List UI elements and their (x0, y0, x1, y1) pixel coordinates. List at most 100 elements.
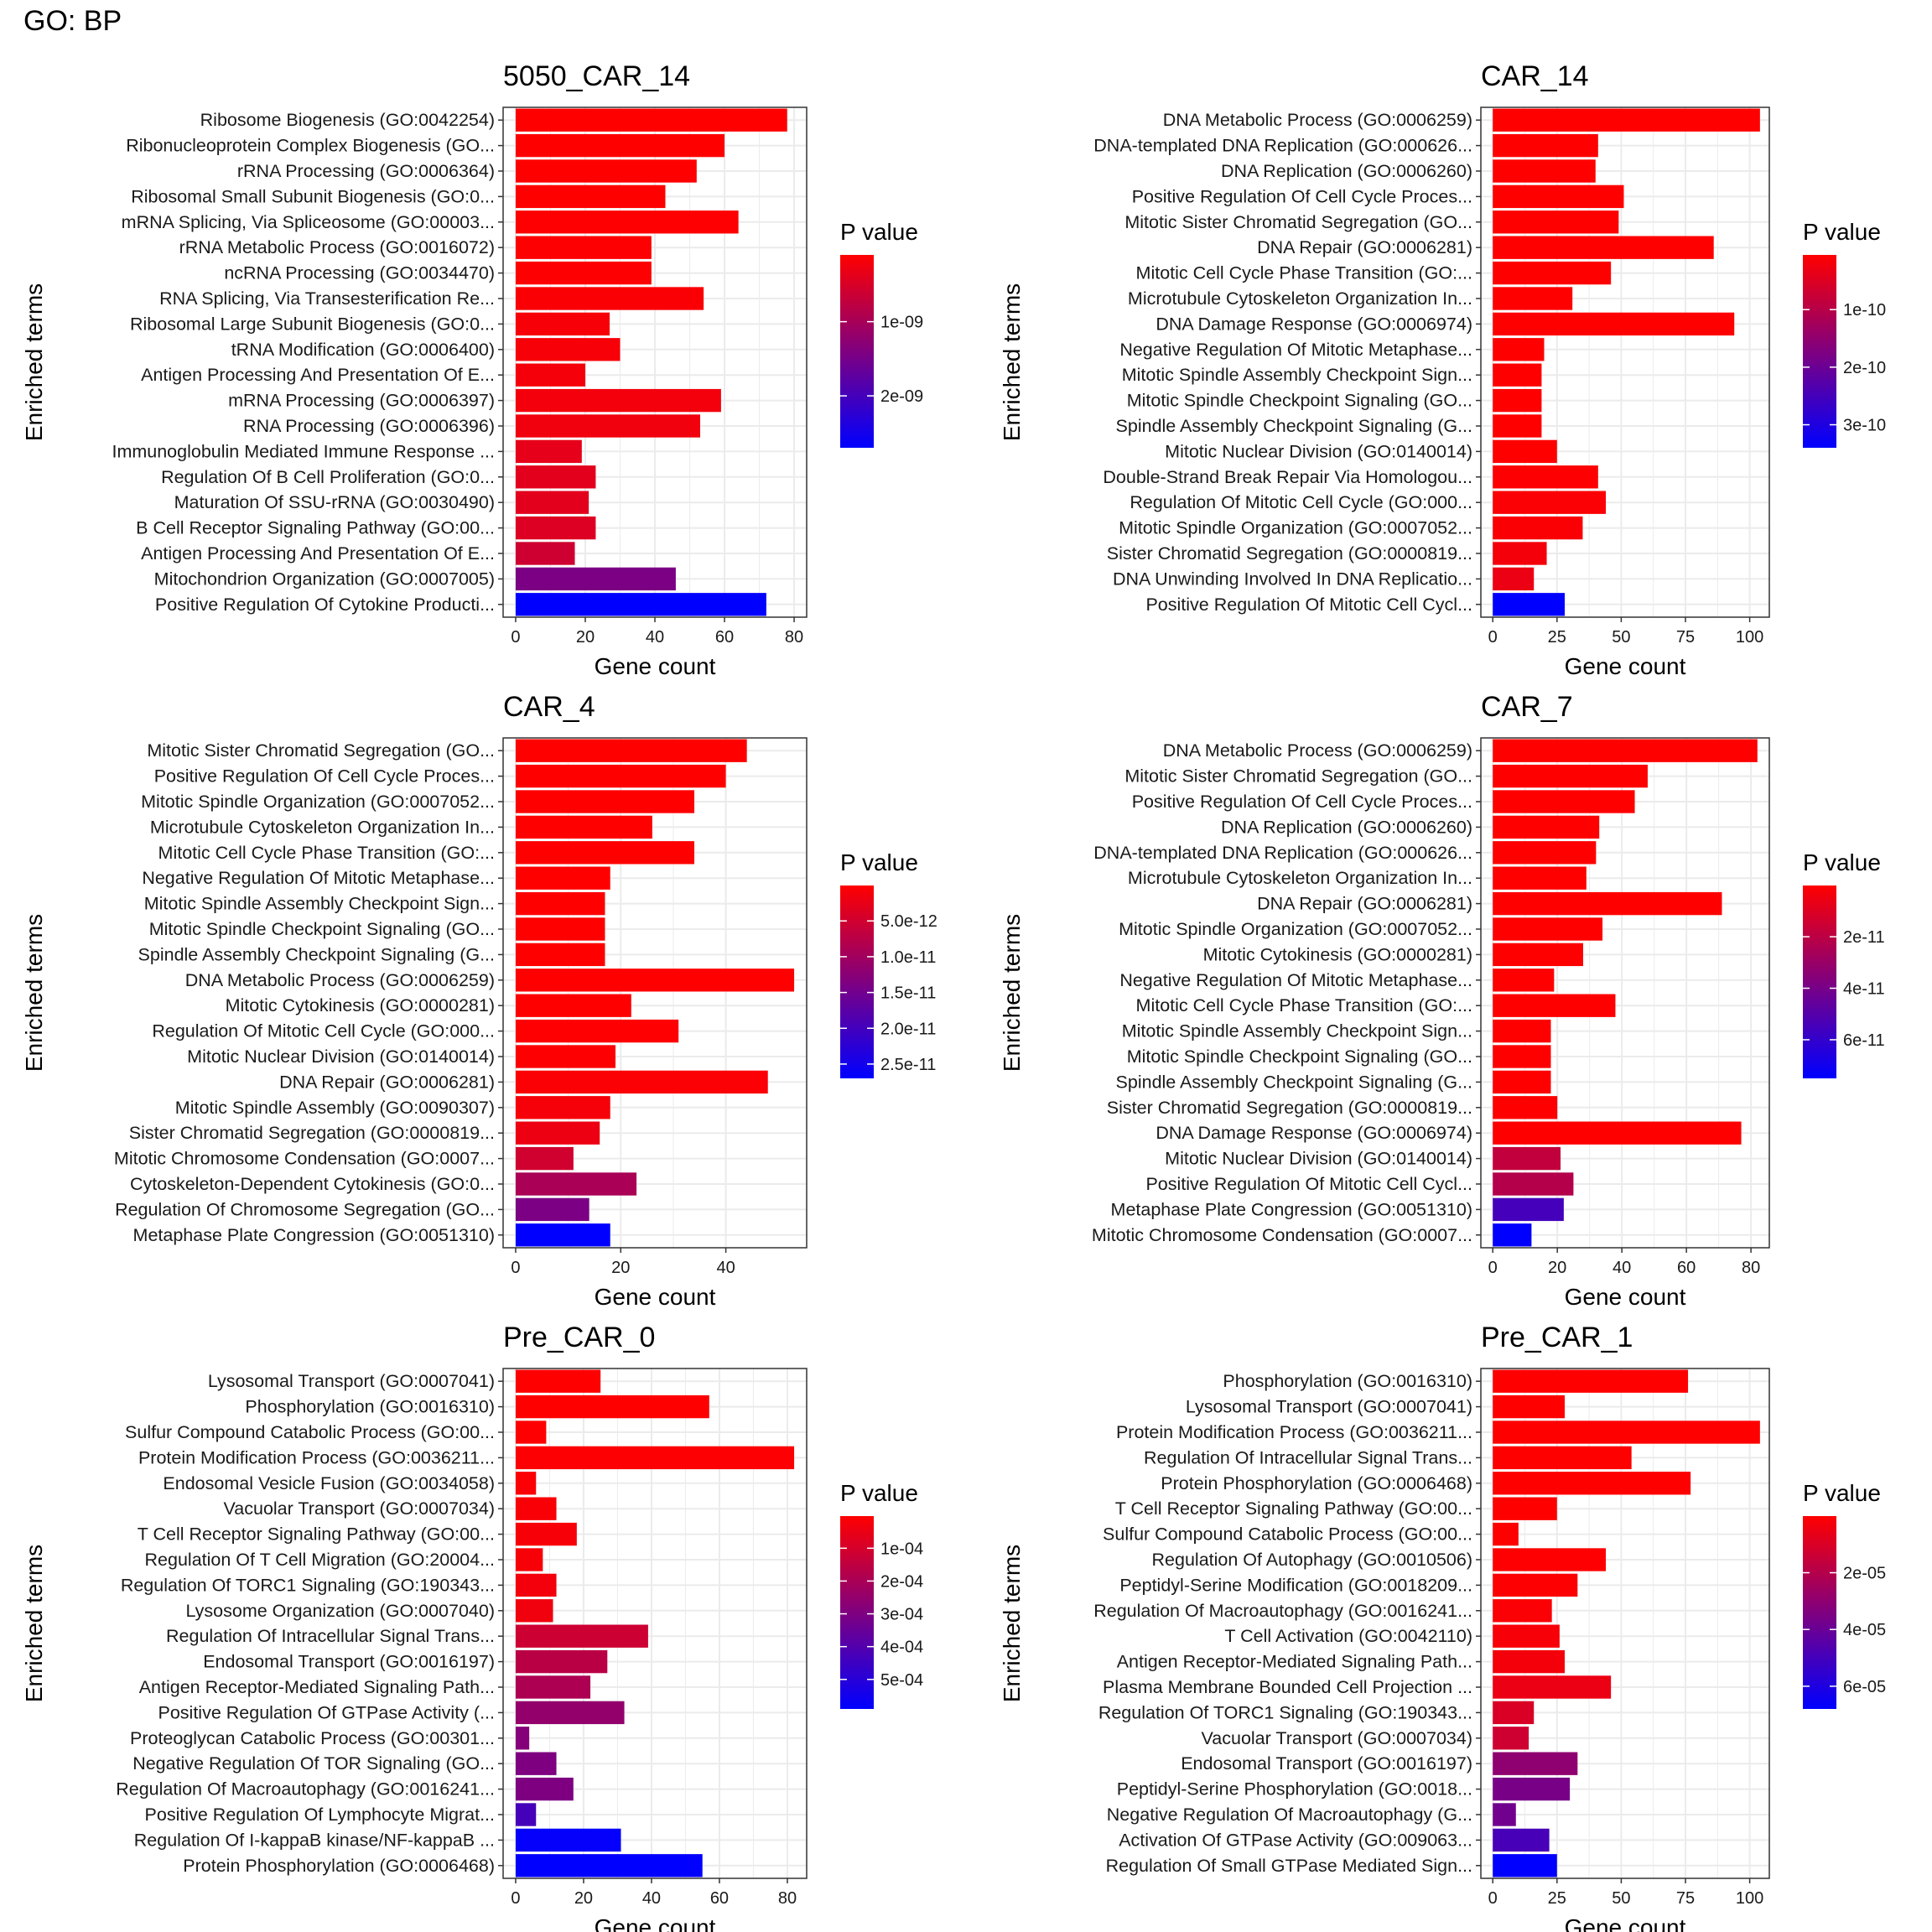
y-tick-label: Maturation Of SSU-rRNA (GO:0030490) (174, 492, 495, 512)
bar (1493, 1727, 1530, 1750)
bar (1493, 1624, 1560, 1648)
x-tick-label: 0 (1488, 1259, 1498, 1277)
bar (1493, 1854, 1557, 1877)
y-axis-title: Enriched terms (21, 283, 47, 441)
y-tick-label: Lysosomal Transport (GO:0007041) (1186, 1397, 1472, 1417)
bar (1493, 1420, 1760, 1444)
legend-tick-label: 2e-05 (1843, 1565, 1886, 1583)
bar (515, 439, 582, 464)
bar (1493, 491, 1607, 514)
x-tick-label: 0 (511, 1889, 520, 1908)
bar (515, 1369, 601, 1393)
x-axis-title: Gene count (1565, 1284, 1686, 1310)
bar (515, 414, 700, 438)
y-tick-label: Ribosomal Large Subunit Biogenesis (GO:0… (130, 314, 495, 334)
y-tick-label: Regulation Of Autophagy (GO:0010506) (1152, 1550, 1472, 1570)
y-tick-label: Mitotic Spindle Assembly Checkpoint Sign… (1122, 1021, 1472, 1041)
y-tick-label: Antigen Receptor-Mediated Signaling Path… (1117, 1652, 1472, 1672)
y-tick-label: Peptidyl-Serine Modification (GO:0018209… (1119, 1575, 1472, 1595)
bar (515, 1624, 648, 1648)
bar (1493, 1599, 1552, 1623)
y-tick-label: Mitotic Cytokinesis (GO:0000281) (1203, 944, 1472, 964)
bar (515, 1548, 543, 1571)
y-tick-label: Antigen Processing And Presentation Of E… (141, 365, 495, 385)
y-tick-label: Regulation Of T Cell Migration (GO:20004… (145, 1550, 495, 1570)
bar (515, 1394, 709, 1419)
x-tick-label: 40 (1613, 1259, 1631, 1277)
bar (515, 1752, 557, 1775)
bar (1493, 1394, 1565, 1419)
y-tick-label: Mitotic Cell Cycle Phase Transition (GO:… (1136, 995, 1472, 1015)
legend-tick-label: 2e-10 (1843, 359, 1886, 377)
y-tick-label: Mitotic Spindle Organization (GO:0007052… (1119, 919, 1472, 939)
bar (1493, 1522, 1519, 1546)
y-tick-label: Regulation Of Small GTPase Mediated Sign… (1106, 1856, 1472, 1876)
x-tick-label: 60 (715, 628, 734, 647)
y-tick-label: Activation Of GTPase Activity (GO:009063… (1119, 1830, 1472, 1850)
panel-title: Pre_CAR_1 (1481, 1322, 1633, 1353)
y-tick-label: Vacuolar Transport (GO:0007034) (224, 1498, 495, 1519)
y-tick-label: Sister Chromatid Segregation (GO:0000819… (1107, 543, 1472, 564)
bar (1493, 1472, 1691, 1495)
plot-background (1481, 107, 1769, 617)
bar (1493, 159, 1596, 183)
y-tick-label: Regulation Of TORC1 Signaling (GO:190343… (1098, 1702, 1472, 1722)
y-tick-label: Spindle Assembly Checkpoint Signaling (G… (138, 944, 495, 964)
bar (515, 1803, 537, 1826)
bar (515, 236, 652, 259)
y-tick-label: Endosomal Vesicle Fusion (GO:0034058) (163, 1473, 495, 1493)
legend-tick-label: 4e-11 (1843, 980, 1885, 999)
bar (515, 1070, 768, 1094)
x-tick-label: 50 (1612, 628, 1630, 647)
bar (1493, 943, 1583, 967)
bar (1493, 1019, 1551, 1043)
y-tick-label: Ribonucleoprotein Complex Biogenesis (GO… (126, 136, 495, 156)
y-tick-label: Sulfur Compound Catabolic Process (GO:00… (1103, 1524, 1472, 1545)
bar (515, 1649, 608, 1674)
plot-border (1480, 106, 1770, 618)
y-tick-label: Microtubule Cytoskeleton Organization In… (1128, 288, 1472, 309)
legend-tick-label: 5e-04 (880, 1671, 923, 1690)
plot-border (1480, 1368, 1770, 1879)
x-tick-label: 20 (1548, 1259, 1566, 1277)
y-axis-title: Enriched terms (999, 283, 1025, 441)
bar (1493, 287, 1573, 310)
y-tick-label: Spindle Assembly Checkpoint Signaling (G… (1116, 1072, 1472, 1092)
y-tick-label: DNA Repair (GO:0006281) (279, 1072, 495, 1092)
plot-background (1481, 738, 1769, 1248)
y-tick-label: Endosomal Transport (GO:0016197) (203, 1652, 495, 1672)
bar (515, 1497, 557, 1520)
x-tick-label: 20 (574, 1889, 593, 1908)
y-tick-label: Regulation Of B Cell Proliferation (GO:0… (161, 467, 495, 487)
y-tick-label: Protein Modification Process (GO:0036211… (1116, 1422, 1472, 1442)
legend-tick-label: 1.0e-11 (880, 948, 936, 967)
x-tick-label: 20 (576, 628, 595, 647)
y-tick-label: Mitochondrion Organization (GO:0007005) (154, 569, 495, 589)
bar (1493, 516, 1583, 540)
y-tick-label: Positive Regulation Of Mitotic Cell Cycl… (1145, 1174, 1472, 1194)
y-tick-label: Antigen Processing And Presentation Of E… (141, 543, 495, 564)
y-tick-label: Spindle Assembly Checkpoint Signaling (G… (1116, 416, 1472, 436)
bar (515, 1197, 589, 1222)
y-tick-label: Regulation Of Chromosome Segregation (GO… (115, 1199, 495, 1219)
y-tick-label: DNA Damage Response (GO:0006974) (1156, 1123, 1472, 1143)
bar (1493, 969, 1555, 992)
x-tick-label: 40 (716, 1259, 735, 1277)
bar (1493, 1446, 1632, 1470)
bar (1493, 1223, 1532, 1247)
bar (1493, 133, 1598, 158)
legend-tick-label: 6e-11 (1843, 1031, 1885, 1050)
legend-tick-label: 1.5e-11 (880, 984, 936, 1003)
x-axis-title: Gene count (595, 1914, 716, 1932)
y-tick-label: Microtubule Cytoskeleton Organization In… (1128, 868, 1472, 888)
x-axis-title: Gene count (1565, 653, 1686, 679)
y-tick-label: Positive Regulation Of Cell Cycle Proces… (154, 766, 495, 787)
x-tick-label: 0 (1488, 628, 1498, 647)
y-tick-label: Mitotic Spindle Checkpoint Signaling (GO… (1127, 1046, 1472, 1067)
bar (515, 1828, 621, 1852)
legend-tick-label: 5.0e-12 (880, 912, 937, 931)
x-tick-label: 60 (710, 1889, 729, 1908)
panel-title: CAR_14 (1481, 60, 1589, 92)
legend-title: P value (1803, 219, 1881, 245)
bar (1493, 1497, 1557, 1520)
